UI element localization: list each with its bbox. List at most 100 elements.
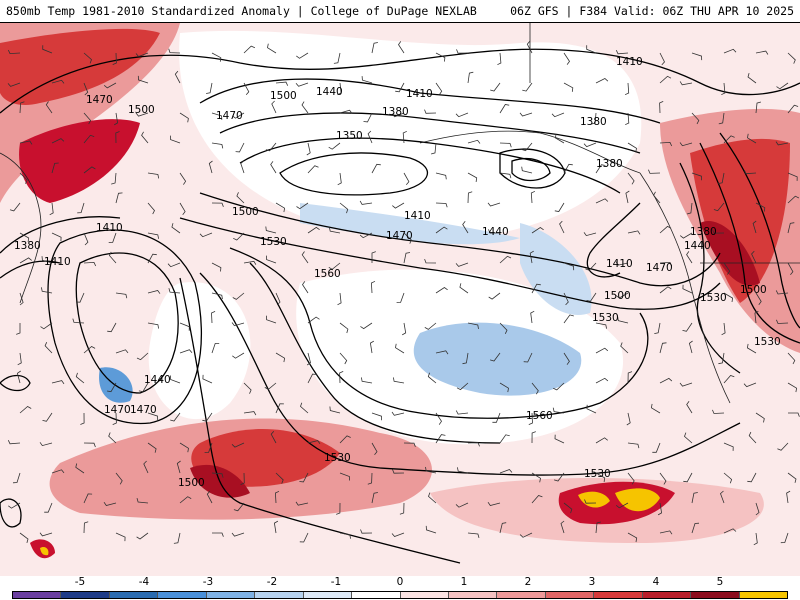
- wind-barb: [780, 532, 789, 544]
- contour-1470-north: [199, 78, 661, 124]
- wind-barb: [108, 432, 117, 444]
- wind-barb: [720, 490, 725, 504]
- wind-barb: [231, 322, 245, 327]
- wind-barb: [752, 220, 757, 234]
- colorbar-tick-label: 3: [588, 576, 596, 588]
- wind-barb: [115, 349, 129, 354]
- wind-barb: [615, 502, 629, 509]
- wind-barb: [273, 520, 279, 534]
- contour-label: 1500: [604, 290, 631, 302]
- wind-barb: [179, 349, 193, 354]
- wind-barb: [718, 112, 725, 125]
- wind-barb: [275, 292, 281, 306]
- wind-barb: [83, 493, 93, 504]
- wind-barb: [333, 52, 341, 64]
- wind-barb: [199, 232, 213, 238]
- wind-barb: [7, 49, 21, 55]
- wind-barb: [467, 322, 479, 329]
- contour-label: 1440: [482, 226, 509, 238]
- colorbar-tick-label: -3: [202, 576, 214, 588]
- wind-barb: [627, 142, 637, 153]
- wind-barb: [103, 82, 117, 89]
- wind-barb: [275, 403, 284, 414]
- wind-barb: [44, 502, 53, 513]
- wind-barb: [683, 472, 693, 483]
- wind-barb: [51, 79, 65, 84]
- wind-barb: [398, 41, 405, 54]
- wind-barb: [627, 532, 638, 543]
- wind-barb: [395, 343, 405, 354]
- wind-barb: [17, 352, 22, 366]
- wind-barb: [339, 435, 351, 444]
- wind-barb: [682, 284, 693, 294]
- wind-barb: [8, 502, 21, 509]
- wind-barb: [302, 281, 309, 294]
- colorbar-swatch: [642, 592, 692, 598]
- wind-barb: [51, 232, 62, 242]
- wind-barb: [523, 352, 533, 363]
- wind-barb: [560, 520, 565, 534]
- wind-barb: [204, 442, 213, 453]
- wind-barb: [499, 322, 508, 334]
- wind-barb: [211, 292, 223, 300]
- wind-barb: [691, 172, 702, 181]
- wind-barb: [339, 352, 348, 365]
- wind-barb: [467, 532, 480, 539]
- contour-1410-west: [0, 216, 121, 254]
- wind-barb: [108, 251, 117, 264]
- wind-barb: [19, 292, 24, 306]
- wind-barb: [170, 412, 181, 422]
- wind-barb: [337, 82, 342, 96]
- wind-barb: [586, 404, 597, 414]
- wind-barb: [296, 202, 309, 210]
- contour-label: 1530: [700, 292, 727, 304]
- wind-barb: [659, 101, 664, 114]
- wind-barb: [595, 521, 601, 534]
- contour-1410: [239, 137, 621, 194]
- wind-barb: [174, 70, 181, 84]
- wind-barb: [136, 497, 149, 504]
- contour-label: 1530: [592, 312, 619, 324]
- wind-barb: [627, 442, 640, 449]
- weather-map: 1500 1470 1500 1470 1440 1410 1380 1350 …: [0, 23, 800, 576]
- wind-barb: [83, 261, 97, 267]
- wind-barb: [301, 101, 309, 114]
- wind-barb: [300, 402, 309, 414]
- wind-barb: [243, 82, 250, 96]
- wind-barb: [595, 347, 609, 354]
- wind-barb: [147, 290, 161, 294]
- wind-barb: [679, 142, 693, 147]
- coast-asia: [0, 152, 42, 304]
- wind-barb: [659, 377, 673, 384]
- wind-barb: [435, 287, 448, 294]
- colorbar-swatch: [352, 592, 401, 598]
- contour-1500-north: [0, 48, 800, 114]
- wind-barb: [233, 232, 245, 241]
- wind-barb: [170, 375, 181, 384]
- wind-barb: [75, 463, 85, 474]
- wind-barb: [202, 374, 213, 384]
- wind-barb: [19, 140, 33, 145]
- wind-barb: [240, 472, 245, 485]
- wind-barb: [787, 104, 799, 114]
- wind-barb: [19, 257, 32, 264]
- wind-barb: [530, 310, 535, 324]
- wind-barb: [7, 82, 21, 87]
- contour-label: 1380: [596, 158, 623, 170]
- wind-barb: [395, 82, 405, 93]
- wind-barb: [295, 82, 309, 87]
- wind-barb: [391, 532, 405, 537]
- colorbar-swatch: [400, 592, 449, 598]
- contour-label: 1410: [96, 222, 123, 234]
- wind-barb: [371, 251, 376, 263]
- wind-barb: [691, 522, 700, 534]
- contour-1350: [511, 158, 551, 182]
- wind-barb: [369, 340, 375, 354]
- wind-barb: [75, 292, 85, 303]
- model-run-info: 06Z GFS | F384 Valid: 06Z THU APR 10 202…: [510, 4, 794, 18]
- extreme-warm-sw: [40, 546, 49, 556]
- wind-barb: [147, 172, 160, 179]
- wind-barb: [83, 442, 96, 448]
- wind-barbs: [7, 40, 800, 546]
- wind-barb: [267, 43, 277, 54]
